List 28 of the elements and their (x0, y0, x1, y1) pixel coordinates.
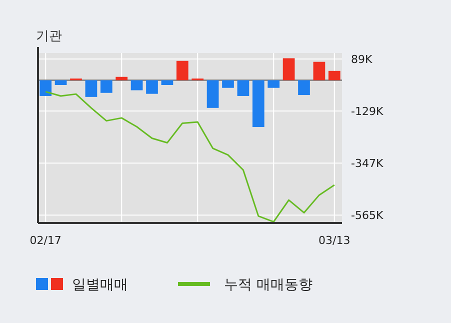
bar (146, 80, 158, 94)
bar (100, 80, 112, 93)
bar (237, 80, 250, 96)
bar (252, 80, 264, 128)
y-tick-label: 89K (351, 52, 373, 66)
bar (282, 58, 295, 80)
bar (206, 80, 219, 108)
legend-label: 누적 매매동향 (224, 277, 312, 293)
y-tick-label: -565K (351, 209, 384, 222)
bar (313, 62, 326, 80)
bar (116, 76, 128, 80)
x-tick-label: 02/17 (30, 234, 62, 247)
bar (130, 80, 143, 90)
bar (85, 80, 98, 97)
bar (161, 80, 174, 85)
bar (328, 70, 340, 80)
x-tick-label: 03/13 (318, 234, 350, 247)
chart-title: 기관 (36, 29, 62, 44)
bar (176, 60, 188, 80)
bar (268, 80, 280, 88)
legend-label: 일별매매 (72, 277, 128, 293)
bar (54, 80, 67, 85)
y-tick-label: -347K (351, 157, 384, 170)
bar (298, 80, 310, 96)
line-series (44, 90, 336, 223)
bar (40, 80, 52, 96)
y-tick-label: -129K (351, 105, 384, 118)
bar (222, 80, 234, 88)
